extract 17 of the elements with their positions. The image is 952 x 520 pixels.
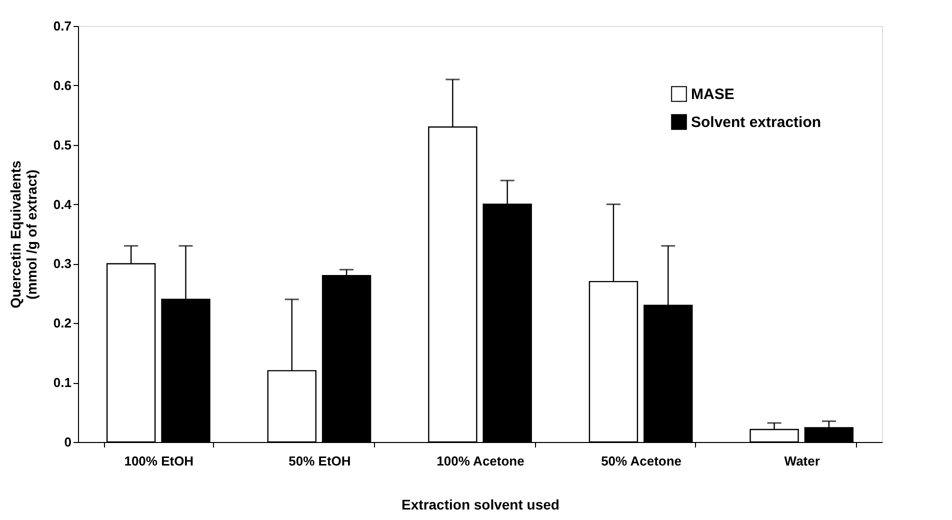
legend-label: MASE <box>691 86 734 103</box>
y-tick-label: 0.7 <box>53 18 72 34</box>
y-tick-label: 0.3 <box>53 256 72 272</box>
y-tick-label: 0.1 <box>53 375 72 390</box>
y-tick-label: 0.5 <box>53 137 72 152</box>
x-tick-label: Water <box>784 454 820 468</box>
y-tick-label: 0 <box>64 434 72 450</box>
legend-label: Solvent extraction <box>691 114 822 131</box>
x-tick-label: 50% Acetone <box>601 454 682 468</box>
y-tick-label: 0.4 <box>53 196 72 212</box>
x-tick-label: 50% EtOH <box>288 454 351 468</box>
y-tick-label: 0.2 <box>53 316 72 331</box>
x-axis-title: Extraction solvent used <box>402 496 560 512</box>
x-tick-label: 100% EtOH <box>124 454 194 468</box>
y-tick-label: 0.6 <box>53 78 72 93</box>
x-tick-label: 100% Acetone <box>436 454 524 468</box>
y-axis-title: Quercetin Equivalents (mmol /g of extract) <box>7 160 40 308</box>
